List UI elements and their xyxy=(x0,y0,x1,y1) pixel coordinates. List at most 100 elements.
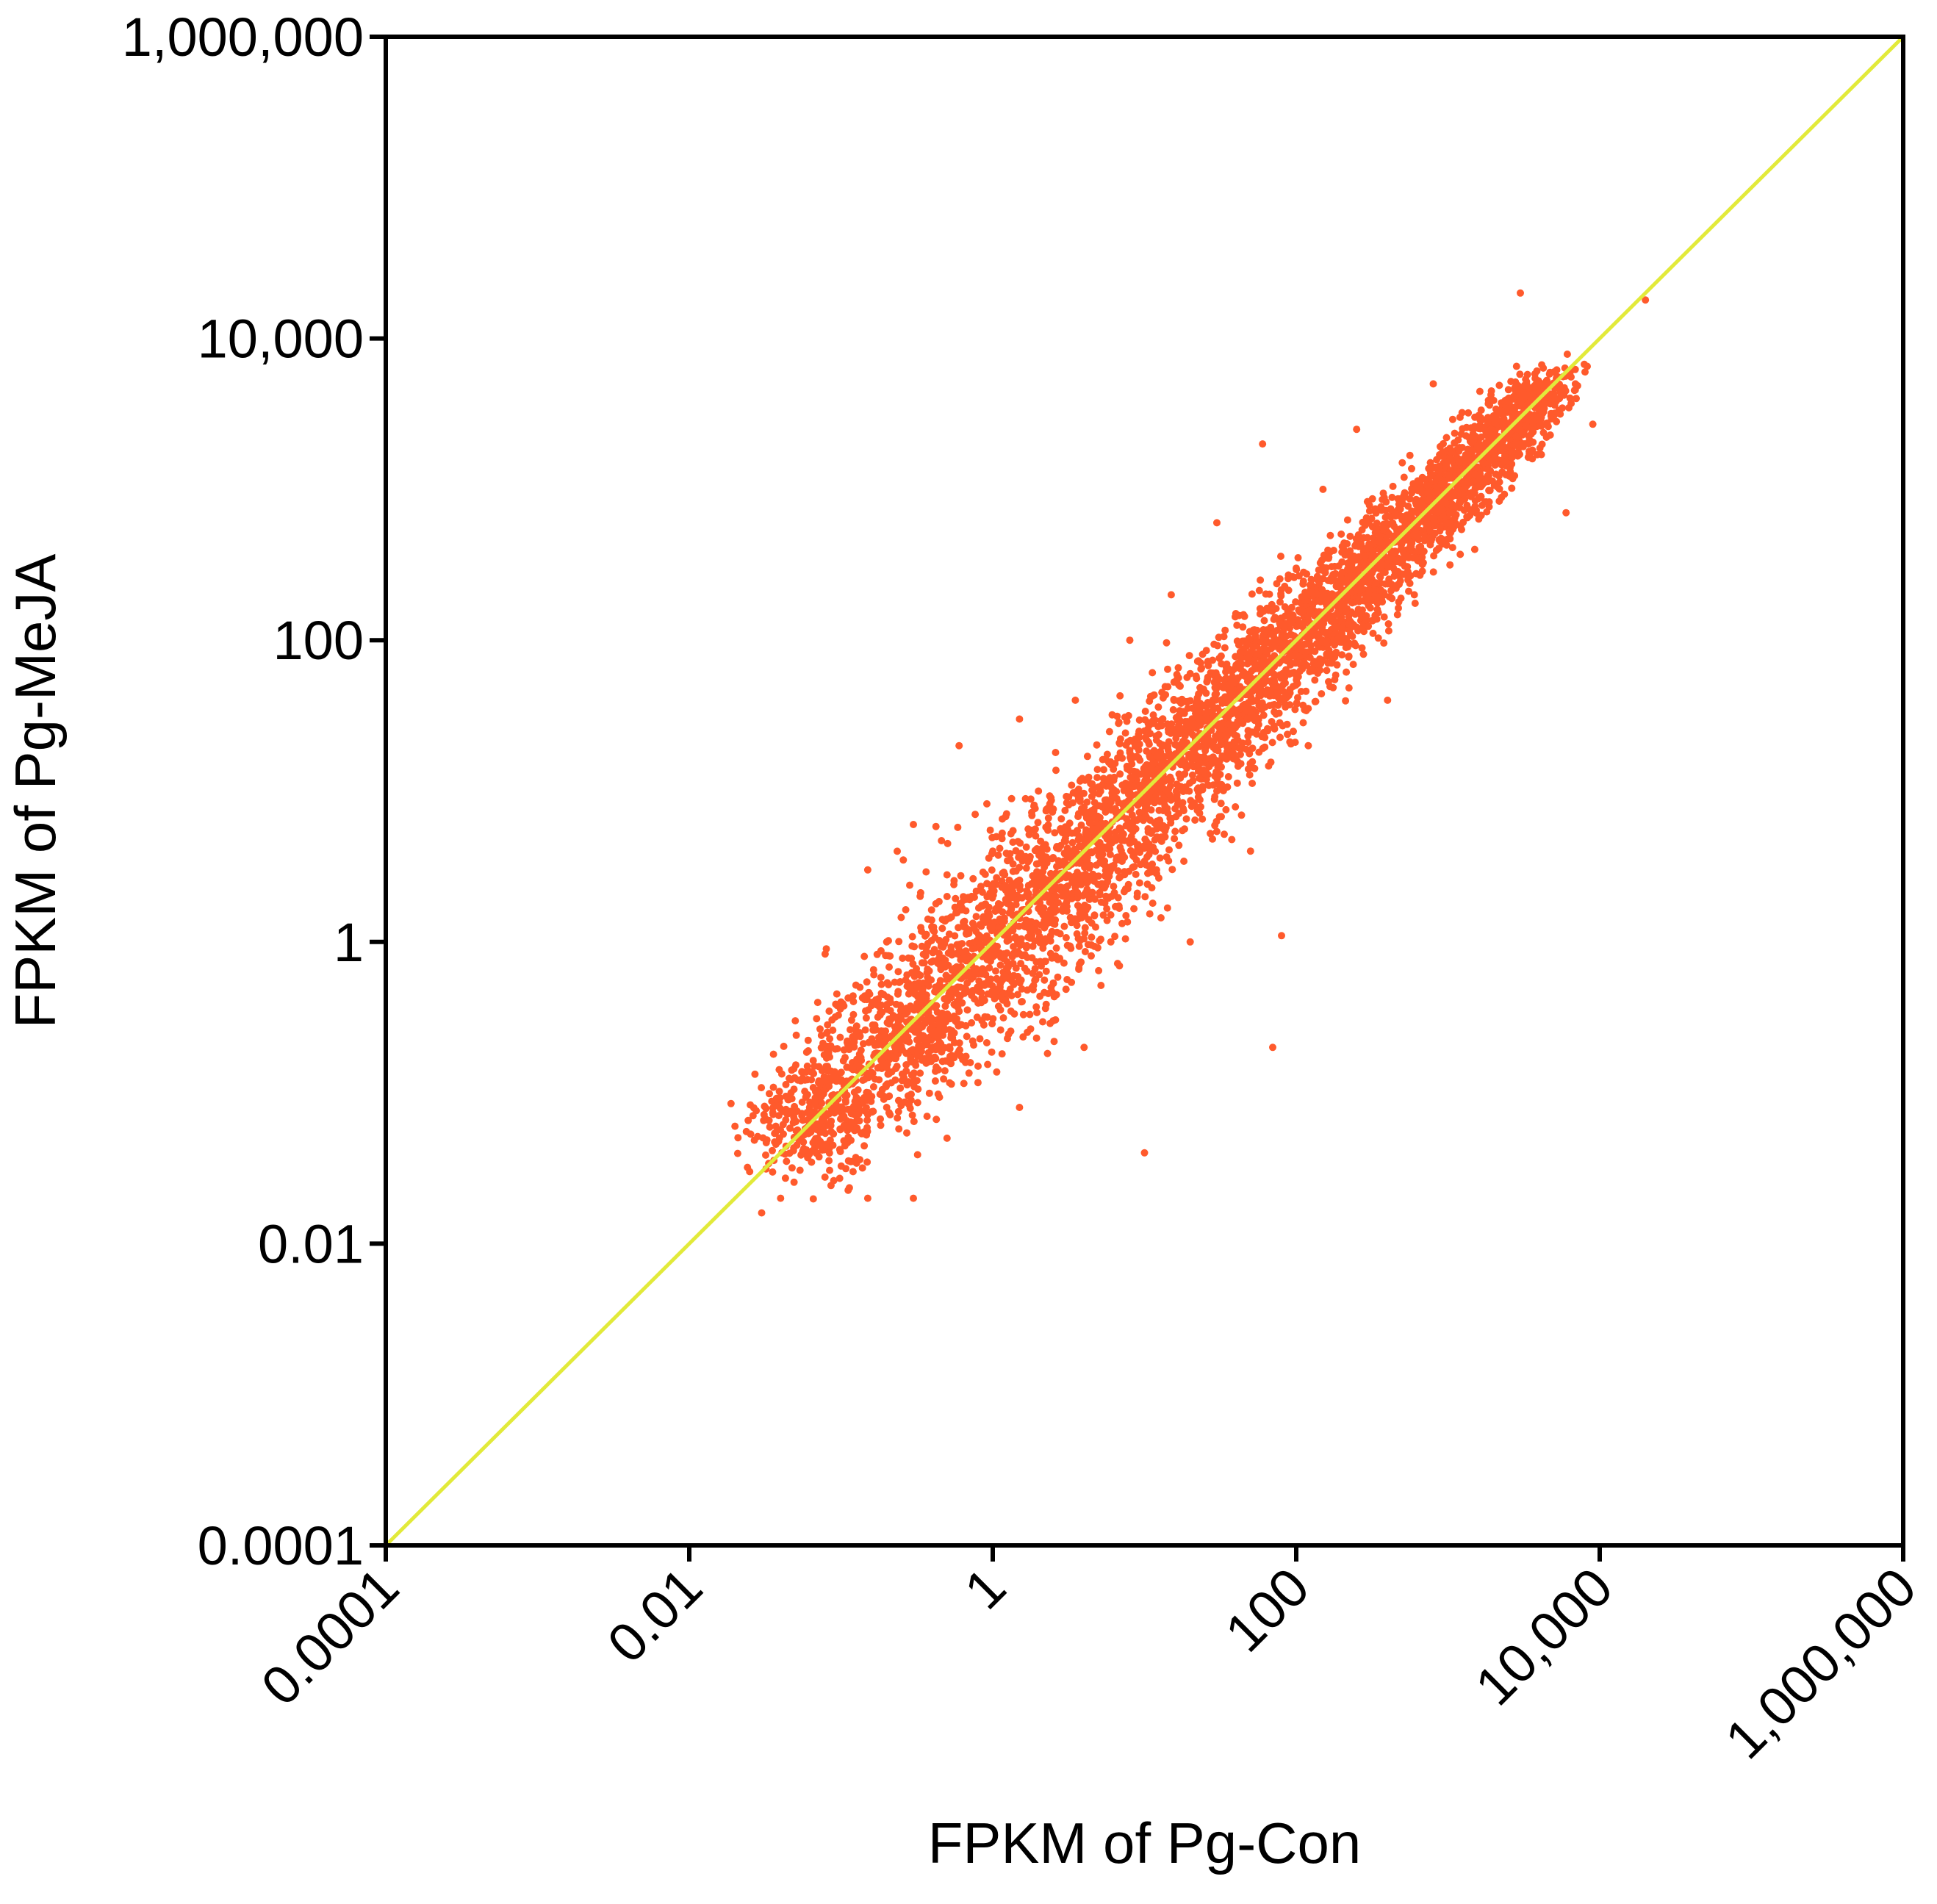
data-point xyxy=(809,1068,817,1077)
data-point xyxy=(1256,610,1264,618)
data-point xyxy=(1018,857,1027,865)
data-point xyxy=(1194,793,1202,801)
data-point xyxy=(1394,567,1402,575)
data-point xyxy=(1223,732,1231,740)
data-point xyxy=(908,1091,915,1099)
data-point xyxy=(1261,743,1269,751)
data-point xyxy=(841,1142,849,1150)
data-point xyxy=(747,1101,755,1109)
data-point xyxy=(996,1026,1005,1034)
data-point xyxy=(1343,540,1351,547)
data-point xyxy=(1004,1035,1011,1043)
data-point xyxy=(1093,944,1102,952)
data-point xyxy=(921,932,929,940)
data-point xyxy=(1361,552,1369,560)
data-point xyxy=(1209,835,1216,843)
data-point xyxy=(1310,611,1318,619)
data-point xyxy=(1010,943,1017,951)
data-point xyxy=(1051,904,1059,912)
data-point xyxy=(1512,432,1520,440)
data-point xyxy=(777,1070,786,1078)
data-point xyxy=(851,1034,859,1042)
data-point xyxy=(1340,599,1348,606)
data-point xyxy=(1146,721,1154,729)
data-point xyxy=(868,1002,875,1010)
data-point xyxy=(1009,960,1017,968)
data-point xyxy=(1173,670,1181,678)
data-point xyxy=(1292,659,1299,667)
data-point xyxy=(912,1061,920,1069)
data-point xyxy=(1259,680,1268,688)
data-point xyxy=(1343,516,1351,524)
data-point xyxy=(1220,633,1228,641)
data-point xyxy=(1142,797,1150,805)
data-point xyxy=(1452,511,1460,519)
data-point xyxy=(1399,500,1406,508)
data-point xyxy=(1247,693,1255,701)
data-point xyxy=(847,1136,855,1144)
data-point xyxy=(994,1002,1002,1010)
data-point xyxy=(1229,673,1237,680)
data-point xyxy=(1373,599,1381,607)
data-point xyxy=(1321,569,1329,577)
data-point xyxy=(996,844,1004,852)
data-point xyxy=(1204,661,1212,669)
data-point xyxy=(1437,480,1445,488)
data-point xyxy=(1541,380,1549,388)
data-point xyxy=(1435,536,1443,544)
data-point xyxy=(1351,642,1359,650)
data-point xyxy=(1052,944,1060,952)
data-point xyxy=(1149,711,1157,719)
data-point xyxy=(1163,805,1171,813)
data-point xyxy=(913,1052,921,1060)
data-point xyxy=(988,1048,996,1056)
data-point xyxy=(962,1021,970,1030)
data-point xyxy=(825,1157,833,1165)
data-point xyxy=(1111,836,1119,844)
data-point xyxy=(1218,763,1225,771)
data-point xyxy=(1328,656,1336,664)
data-point xyxy=(1024,882,1032,889)
data-point xyxy=(1133,816,1141,825)
data-point xyxy=(1039,868,1047,876)
data-point xyxy=(1314,630,1322,638)
data-point xyxy=(1501,452,1509,460)
data-point xyxy=(1330,547,1337,554)
data-point xyxy=(804,1036,812,1044)
data-point xyxy=(1107,798,1115,806)
data-point xyxy=(1190,763,1198,771)
data-point xyxy=(1365,622,1373,631)
data-point xyxy=(1004,896,1012,903)
data-point xyxy=(1265,702,1273,710)
data-point xyxy=(1115,799,1123,807)
data-point xyxy=(1132,870,1140,878)
data-point xyxy=(1405,587,1412,595)
data-point xyxy=(1156,739,1164,747)
data-point xyxy=(1251,633,1259,640)
data-point xyxy=(788,1164,796,1172)
data-point xyxy=(1391,509,1399,517)
data-point xyxy=(1273,690,1282,698)
data-point xyxy=(1043,1049,1052,1057)
data-point xyxy=(1406,542,1415,550)
data-point xyxy=(1077,834,1085,842)
data-point xyxy=(955,1047,963,1055)
data-point xyxy=(1172,734,1180,742)
data-point xyxy=(1286,738,1294,746)
data-point xyxy=(1343,593,1351,600)
data-point xyxy=(1083,798,1091,806)
data-point xyxy=(839,1057,847,1065)
data-point xyxy=(1123,815,1131,823)
data-point xyxy=(1135,728,1143,736)
data-point xyxy=(1359,650,1368,658)
data-point xyxy=(946,949,955,957)
data-point xyxy=(863,1116,872,1124)
data-point xyxy=(1301,619,1308,628)
data-point xyxy=(852,1093,860,1102)
data-point xyxy=(1240,612,1248,620)
data-point xyxy=(826,1035,834,1043)
data-point xyxy=(998,883,1006,891)
data-point xyxy=(1318,556,1326,564)
data-point xyxy=(848,1119,856,1127)
data-point xyxy=(1124,918,1132,926)
